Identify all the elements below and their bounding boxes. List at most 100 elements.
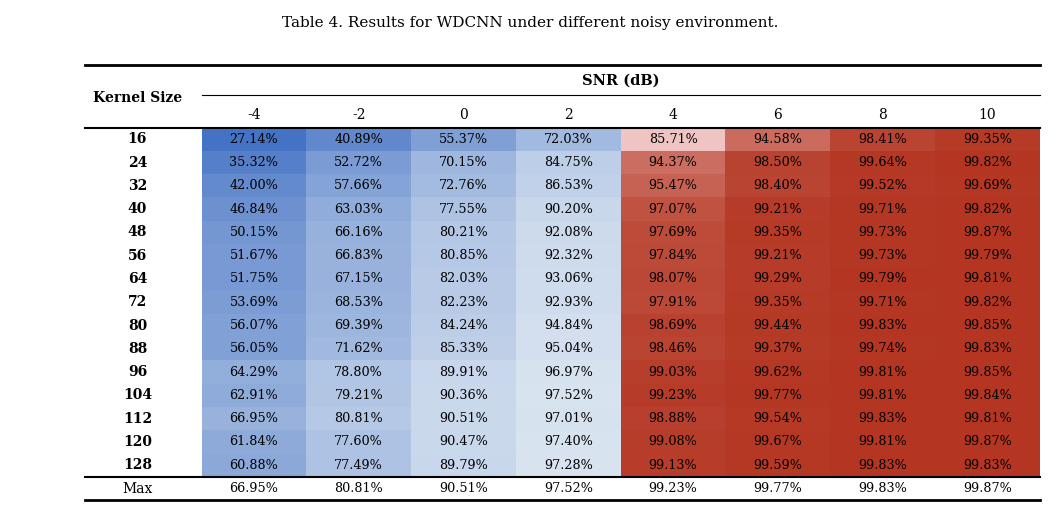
Text: 80.21%: 80.21%	[439, 226, 488, 239]
Text: 82.03%: 82.03%	[439, 272, 488, 286]
FancyBboxPatch shape	[411, 221, 516, 244]
Text: 99.71%: 99.71%	[858, 296, 907, 309]
FancyBboxPatch shape	[411, 430, 516, 454]
FancyBboxPatch shape	[726, 314, 831, 337]
FancyBboxPatch shape	[621, 197, 726, 221]
Text: 63.03%: 63.03%	[334, 203, 383, 216]
Text: 68.53%: 68.53%	[334, 296, 383, 309]
Text: 72: 72	[127, 295, 147, 309]
Text: 99.87%: 99.87%	[963, 436, 1012, 449]
Text: 99.83%: 99.83%	[858, 482, 907, 495]
FancyBboxPatch shape	[726, 151, 831, 174]
Text: 90.51%: 90.51%	[439, 412, 488, 425]
FancyBboxPatch shape	[726, 337, 831, 361]
Text: -4: -4	[247, 108, 261, 121]
Text: 46.84%: 46.84%	[229, 203, 278, 216]
FancyBboxPatch shape	[202, 454, 307, 477]
Text: 98.46%: 98.46%	[648, 342, 697, 355]
FancyBboxPatch shape	[411, 197, 516, 221]
Text: 96: 96	[127, 365, 147, 379]
FancyBboxPatch shape	[516, 454, 621, 477]
Text: 97.91%: 97.91%	[648, 296, 697, 309]
FancyBboxPatch shape	[621, 314, 726, 337]
FancyBboxPatch shape	[830, 314, 935, 337]
FancyBboxPatch shape	[621, 128, 726, 151]
Text: 40: 40	[127, 202, 147, 216]
FancyBboxPatch shape	[202, 174, 307, 197]
FancyBboxPatch shape	[621, 337, 726, 361]
Text: 10: 10	[978, 108, 996, 121]
FancyBboxPatch shape	[307, 221, 411, 244]
FancyBboxPatch shape	[411, 407, 516, 430]
Text: 64.29%: 64.29%	[229, 366, 278, 379]
FancyBboxPatch shape	[830, 197, 935, 221]
FancyBboxPatch shape	[411, 128, 516, 151]
Text: 99.85%: 99.85%	[963, 366, 1012, 379]
Text: 70.15%: 70.15%	[439, 156, 488, 169]
Text: 94.58%: 94.58%	[753, 133, 802, 146]
Text: 86.53%: 86.53%	[544, 179, 593, 192]
FancyBboxPatch shape	[202, 361, 307, 384]
Text: 99.82%: 99.82%	[963, 296, 1012, 309]
Text: 48: 48	[127, 226, 147, 240]
Text: 85.33%: 85.33%	[439, 342, 488, 355]
FancyBboxPatch shape	[621, 151, 726, 174]
Text: 85.71%: 85.71%	[648, 133, 697, 146]
FancyBboxPatch shape	[411, 314, 516, 337]
FancyBboxPatch shape	[202, 314, 307, 337]
Text: 97.07%: 97.07%	[648, 203, 697, 216]
FancyBboxPatch shape	[621, 407, 726, 430]
Text: 99.81%: 99.81%	[858, 389, 907, 402]
Text: 82.23%: 82.23%	[439, 296, 488, 309]
Text: 99.08%: 99.08%	[648, 436, 697, 449]
Text: 96.97%: 96.97%	[544, 366, 593, 379]
Text: 69.39%: 69.39%	[334, 319, 383, 332]
Text: 97.52%: 97.52%	[544, 389, 593, 402]
Text: 77.49%: 77.49%	[334, 458, 383, 472]
Text: 99.82%: 99.82%	[963, 156, 1012, 169]
Text: 92.93%: 92.93%	[544, 296, 593, 309]
Text: 99.83%: 99.83%	[963, 458, 1012, 472]
Text: 95.04%: 95.04%	[544, 342, 593, 355]
Text: 92.32%: 92.32%	[544, 249, 593, 262]
Text: 99.44%: 99.44%	[753, 319, 802, 332]
FancyBboxPatch shape	[411, 384, 516, 407]
FancyBboxPatch shape	[202, 151, 307, 174]
FancyBboxPatch shape	[935, 151, 1040, 174]
FancyBboxPatch shape	[307, 384, 411, 407]
FancyBboxPatch shape	[411, 267, 516, 291]
Text: 89.91%: 89.91%	[439, 366, 488, 379]
Text: 99.67%: 99.67%	[753, 436, 802, 449]
Text: 99.77%: 99.77%	[753, 482, 802, 495]
Text: Max: Max	[122, 481, 153, 495]
FancyBboxPatch shape	[516, 314, 621, 337]
Text: 99.81%: 99.81%	[858, 436, 907, 449]
FancyBboxPatch shape	[726, 267, 831, 291]
FancyBboxPatch shape	[202, 267, 307, 291]
Text: 90.20%: 90.20%	[544, 203, 593, 216]
FancyBboxPatch shape	[830, 151, 935, 174]
FancyBboxPatch shape	[830, 267, 935, 291]
FancyBboxPatch shape	[411, 291, 516, 314]
Text: 99.85%: 99.85%	[963, 319, 1012, 332]
FancyBboxPatch shape	[516, 174, 621, 197]
FancyBboxPatch shape	[726, 361, 831, 384]
Text: 51.75%: 51.75%	[229, 272, 278, 286]
Text: 98.69%: 98.69%	[648, 319, 697, 332]
Text: 99.64%: 99.64%	[858, 156, 907, 169]
FancyBboxPatch shape	[621, 361, 726, 384]
Text: 50.15%: 50.15%	[229, 226, 278, 239]
FancyBboxPatch shape	[516, 128, 621, 151]
FancyBboxPatch shape	[830, 174, 935, 197]
FancyBboxPatch shape	[202, 430, 307, 454]
Text: 90.47%: 90.47%	[439, 436, 488, 449]
Text: 99.54%: 99.54%	[753, 412, 802, 425]
Text: 56.05%: 56.05%	[229, 342, 279, 355]
Text: 112: 112	[123, 412, 152, 426]
Text: 99.81%: 99.81%	[963, 272, 1012, 286]
Text: 72.03%: 72.03%	[544, 133, 593, 146]
Text: 6: 6	[773, 108, 782, 121]
Text: 97.52%: 97.52%	[544, 482, 593, 495]
Text: 99.79%: 99.79%	[858, 272, 907, 286]
FancyBboxPatch shape	[411, 174, 516, 197]
